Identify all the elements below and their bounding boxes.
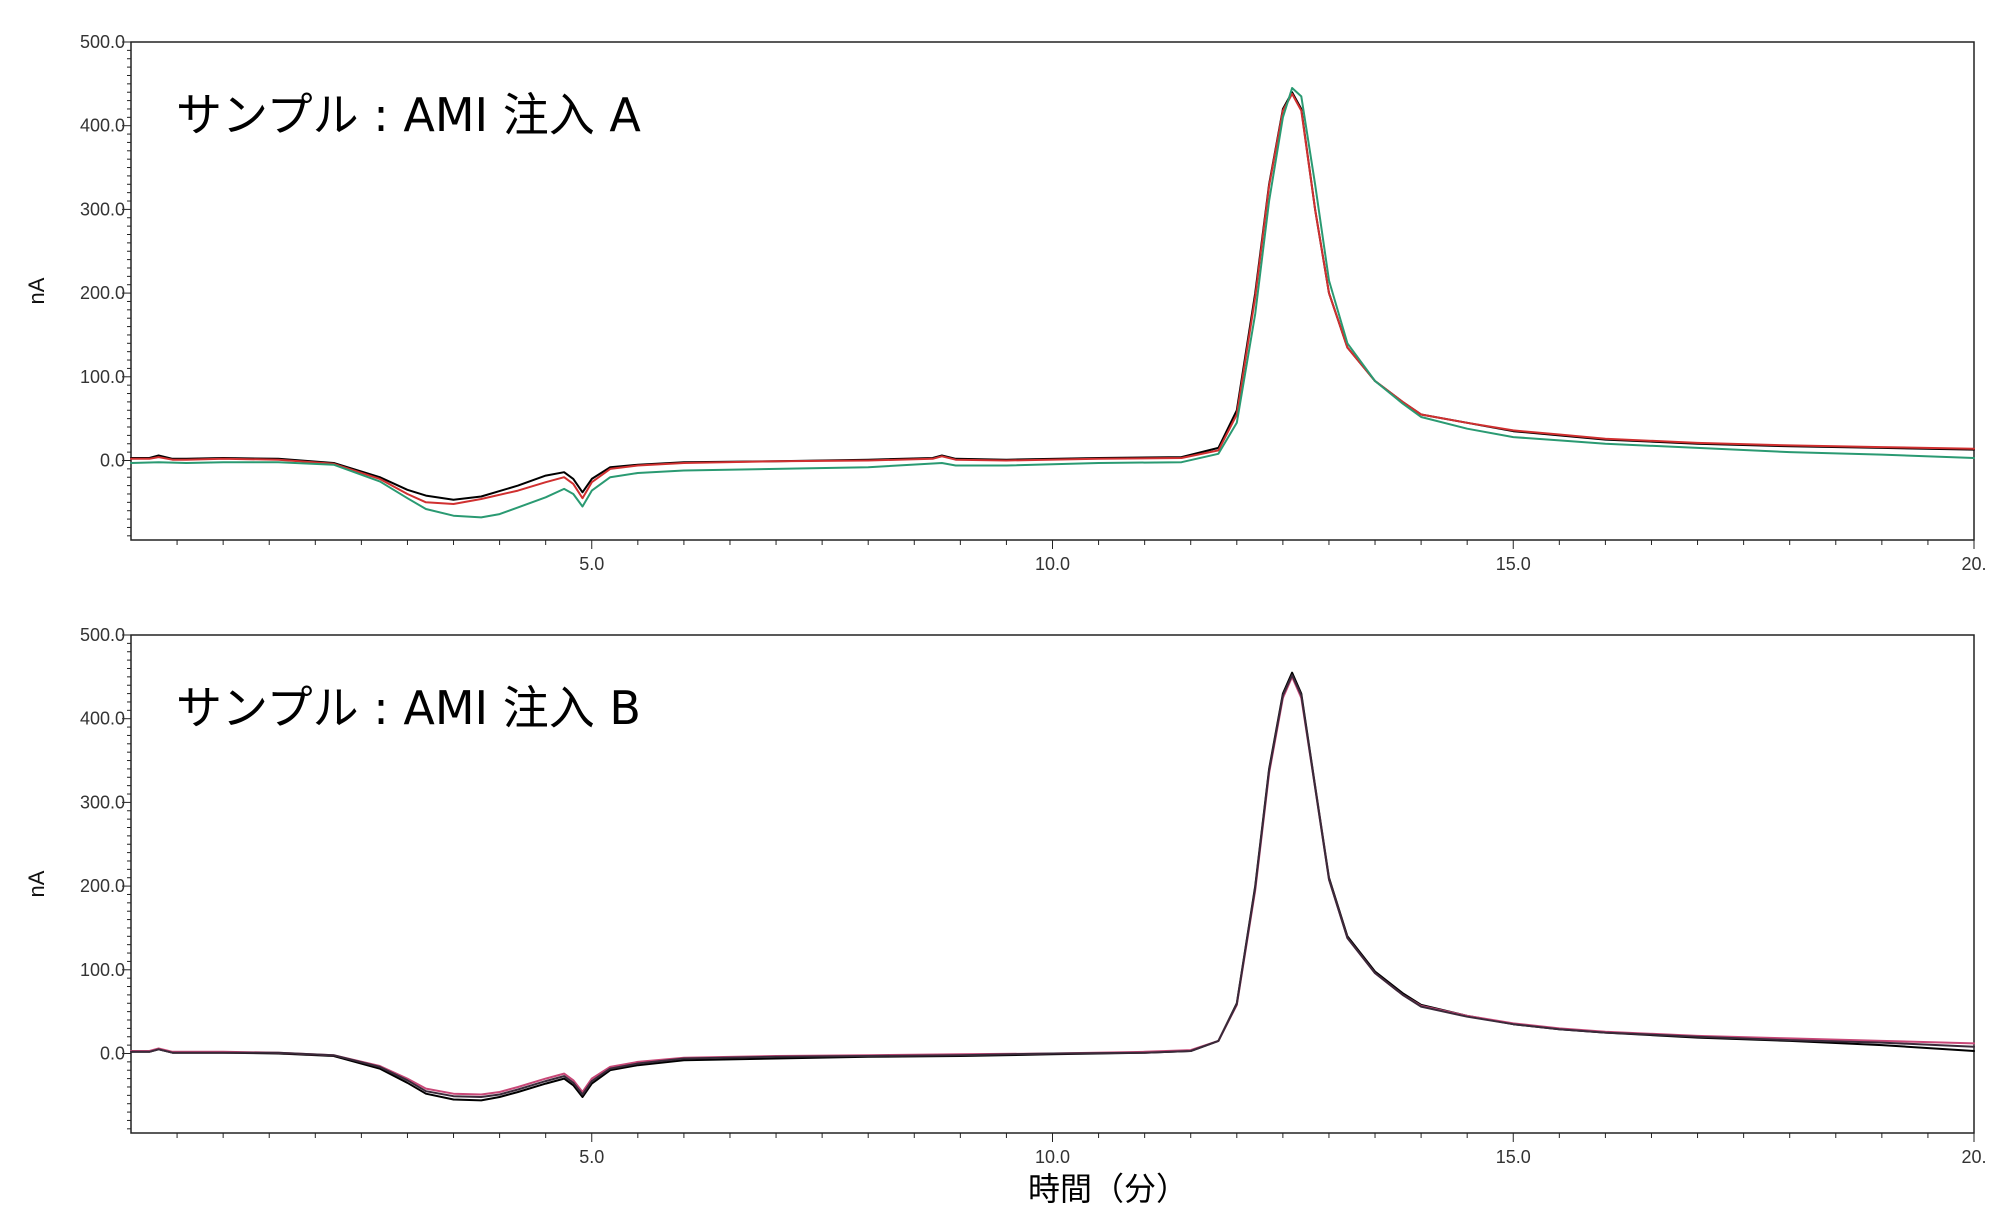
y-tick-label: 200.0 — [80, 283, 125, 303]
y-axis-label: nA — [24, 870, 49, 897]
x-tick-label: 5.0 — [579, 554, 604, 574]
series-line-a-3 — [130, 87, 1975, 519]
x-axis-label: 時間（分） — [1028, 1170, 1188, 1208]
series-line-a-1 — [130, 91, 1975, 501]
series-line-b-3 — [130, 674, 1975, 1098]
x-tick-label: 15.0 — [1496, 554, 1531, 574]
chart-panel-a: 500.0 400.0 300.0 200.0 100.0 0.0 5.0 10.0 15.0 2… — [24, 32, 1987, 574]
y-axis-label: nA — [24, 277, 49, 304]
y-tick-label: 0.0 — [100, 450, 125, 470]
y-tick-label: 500.0 — [80, 32, 125, 52]
y-tick-label: 500.0 — [80, 625, 125, 645]
x-tick-label: 15.0 — [1496, 1147, 1531, 1167]
x-tick-label: 20. — [1961, 554, 1986, 574]
y-tick-label: 200.0 — [80, 876, 125, 896]
y-tick-label: 300.0 — [80, 792, 125, 812]
y-tick-label: 100.0 — [80, 367, 125, 387]
x-tick-label: 5.0 — [579, 1147, 604, 1167]
x-tick-label: 10.0 — [1035, 1147, 1070, 1167]
y-tick-label: 0.0 — [100, 1043, 125, 1063]
chart-panel-b: 500.0 400.0 300.0 200.0 100.0 0.0 5.0 10.0 15.0 2… — [24, 625, 1987, 1167]
y-tick-label: 300.0 — [80, 199, 125, 219]
panel-title: サンプル : AMI 注入 B — [176, 681, 641, 735]
x-tick-label: 10.0 — [1035, 554, 1070, 574]
x-tick-label: 20. — [1961, 1147, 1986, 1167]
panel-title: サンプル : AMI 注入 A — [176, 88, 641, 142]
y-tick-label: 100.0 — [80, 960, 125, 980]
series-line-a-2 — [130, 92, 1975, 505]
y-tick-label: 400.0 — [80, 116, 125, 136]
y-tick-label: 400.0 — [80, 709, 125, 729]
series-line-b-2 — [130, 675, 1975, 1096]
